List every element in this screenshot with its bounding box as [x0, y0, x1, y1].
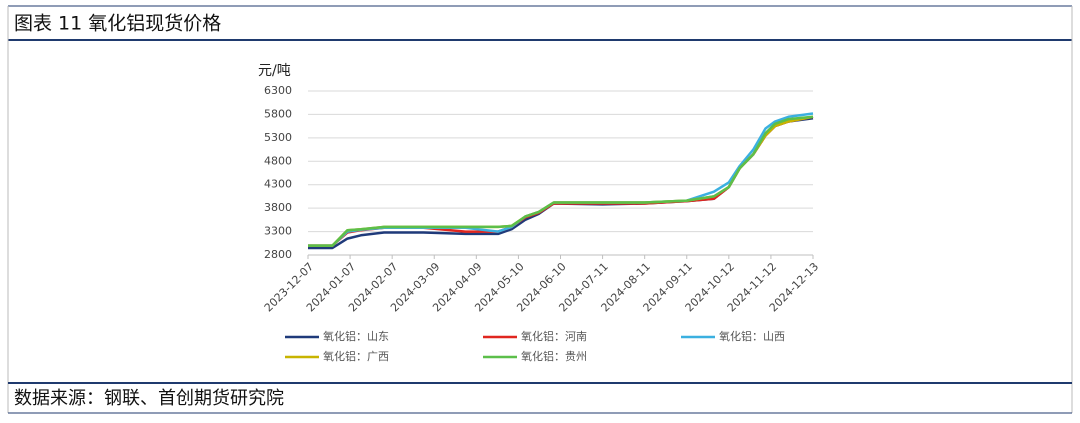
y-tick-label: 3800	[264, 201, 292, 214]
legend-label: 氧化铝：河南	[521, 329, 587, 343]
legend-label: 氧化铝：山西	[719, 329, 785, 343]
y-tick-label: 5800	[264, 107, 292, 120]
legend-label: 氧化铝：贵州	[521, 349, 587, 363]
y-tick-label: 5300	[264, 131, 292, 144]
series-line	[308, 115, 814, 247]
y-axis-label: 元/吨	[258, 63, 291, 79]
source-note: 数据来源：钢联、首创期货研究院	[14, 388, 284, 409]
y-tick-label: 2800	[264, 248, 292, 261]
y-tick-label: 6300	[264, 84, 292, 97]
y-tick-label: 3300	[264, 225, 292, 238]
y-tick-label: 4300	[264, 178, 292, 191]
legend-label: 氧化铝：山东	[323, 329, 389, 343]
y-tick-label: 4800	[264, 154, 292, 167]
legend-label: 氧化铝：广西	[323, 349, 389, 363]
chart-title: 图表 11 氧化铝现货价格	[14, 13, 221, 35]
